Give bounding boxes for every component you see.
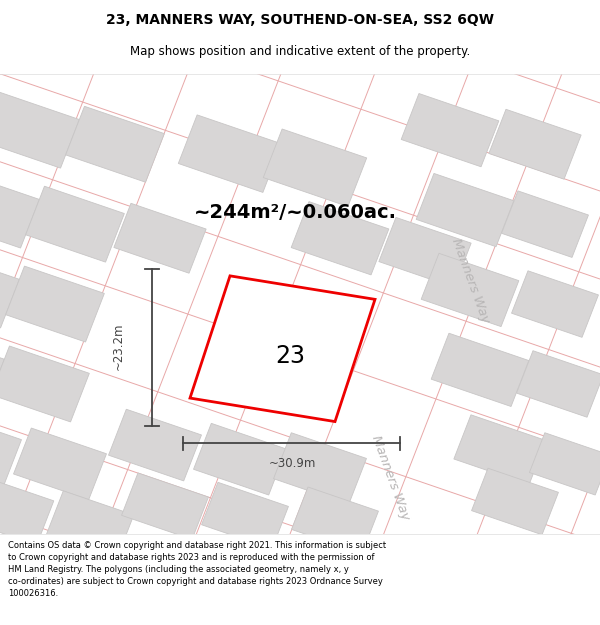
Polygon shape	[291, 202, 389, 275]
Text: Map shows position and indicative extent of the property.: Map shows position and indicative extent…	[130, 46, 470, 58]
Polygon shape	[122, 473, 208, 539]
Polygon shape	[0, 92, 79, 168]
Text: ~244m²/~0.060ac.: ~244m²/~0.060ac.	[193, 203, 397, 222]
Polygon shape	[431, 333, 529, 406]
Polygon shape	[65, 106, 164, 182]
Polygon shape	[190, 276, 375, 422]
Polygon shape	[416, 173, 514, 247]
Polygon shape	[489, 109, 581, 179]
Polygon shape	[5, 266, 104, 342]
Polygon shape	[292, 487, 379, 554]
Text: Contains OS data © Crown copyright and database right 2021. This information is : Contains OS data © Crown copyright and d…	[8, 541, 386, 598]
Polygon shape	[379, 217, 471, 288]
Polygon shape	[178, 115, 281, 192]
Polygon shape	[529, 432, 600, 495]
Text: 23, MANNERS WAY, SOUTHEND-ON-SEA, SS2 6QW: 23, MANNERS WAY, SOUTHEND-ON-SEA, SS2 6Q…	[106, 13, 494, 27]
Polygon shape	[517, 351, 600, 418]
Polygon shape	[14, 428, 106, 500]
Text: 23: 23	[275, 344, 305, 367]
Polygon shape	[46, 491, 134, 559]
Polygon shape	[0, 332, 4, 408]
Polygon shape	[421, 253, 519, 327]
Polygon shape	[512, 271, 598, 338]
Polygon shape	[502, 191, 589, 258]
Polygon shape	[0, 252, 19, 328]
Polygon shape	[109, 409, 202, 481]
Polygon shape	[26, 186, 124, 262]
Polygon shape	[0, 477, 54, 545]
Text: ~23.2m: ~23.2m	[112, 322, 125, 370]
Text: Manners Way: Manners Way	[368, 434, 412, 522]
Polygon shape	[274, 432, 367, 504]
Polygon shape	[263, 129, 367, 206]
Polygon shape	[0, 346, 89, 422]
Polygon shape	[0, 414, 22, 486]
Text: ~30.9m: ~30.9m	[268, 458, 316, 470]
Polygon shape	[472, 468, 559, 535]
Polygon shape	[194, 423, 286, 495]
Polygon shape	[0, 172, 40, 248]
Text: Manners Way: Manners Way	[449, 236, 491, 325]
Polygon shape	[202, 482, 289, 549]
Polygon shape	[401, 94, 499, 167]
Polygon shape	[454, 415, 546, 485]
Polygon shape	[114, 203, 206, 273]
